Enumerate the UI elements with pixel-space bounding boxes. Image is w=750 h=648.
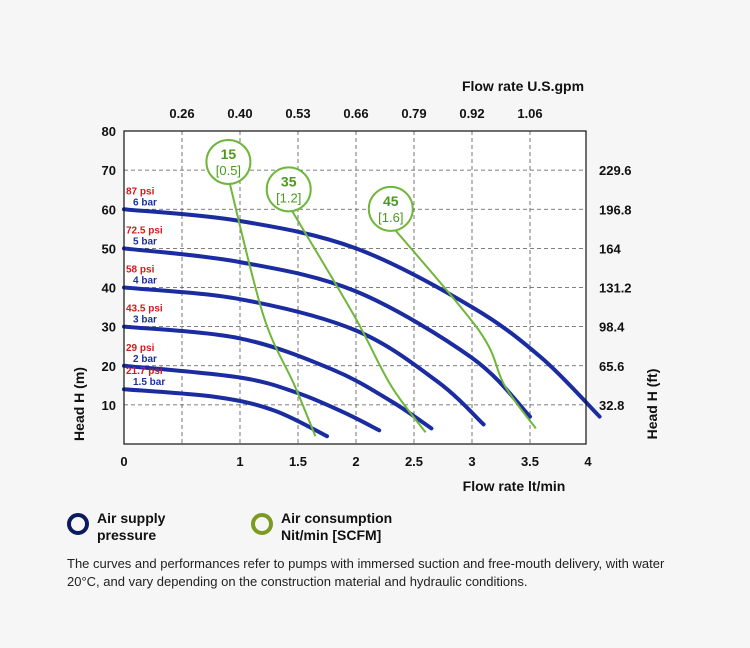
legend-air-line-1: Air consumption <box>281 510 393 526</box>
footnote: The curves and performances refer to pum… <box>67 556 665 589</box>
air-badge-value: 35 <box>281 173 297 189</box>
x-tick-label: 0 <box>120 454 127 469</box>
y-tick-label: 10 <box>102 398 116 413</box>
pressure-curve <box>122 207 602 419</box>
bar-label: 5 bar <box>133 236 157 247</box>
y-tick-label: 70 <box>102 163 116 178</box>
top-axis-title: Flow rate U.S.gpm <box>462 78 584 94</box>
pressure-curves <box>122 207 602 439</box>
psi-label: 87 psi <box>126 186 155 197</box>
pressure-curve <box>122 387 329 439</box>
x-tick-label: 1 <box>236 454 243 469</box>
psi-label: 29 psi <box>126 343 155 354</box>
psi-label: 43.5 psi <box>126 304 163 315</box>
left-axis-title: Head H (m) <box>71 367 87 441</box>
right-tick-label: 98.4 <box>599 320 625 335</box>
bar-label: 3 bar <box>133 315 157 326</box>
legend-pressure-line-2: pressure <box>97 527 157 543</box>
right-tick-label: 229.6 <box>599 163 632 178</box>
top-tick-label: 0.92 <box>459 106 484 121</box>
bottom-axis-title: Flow rate lt/min <box>463 478 566 494</box>
pressure-ring-icon <box>67 513 89 535</box>
legend-air: Air consumption Nit/min [SCFM] <box>251 510 392 544</box>
pressure-curve <box>122 324 434 431</box>
y-tick-label: 80 <box>102 124 116 139</box>
y-tick-label: 30 <box>102 320 116 335</box>
bar-label: 6 bar <box>133 197 157 208</box>
legend-pressure-line-1: Air supply <box>97 510 166 526</box>
top-tick-label: 0.26 <box>169 106 194 121</box>
x-tick-label: 1.5 <box>289 454 307 469</box>
pressure-curve <box>122 363 382 433</box>
x-tick-label: 3 <box>468 454 475 469</box>
air-consumption-curves <box>227 177 537 437</box>
right-axis-title: Head H (ft) <box>644 369 660 440</box>
right-tick-label: 131.2 <box>599 281 632 296</box>
air-ring-icon <box>251 513 273 535</box>
air-curve <box>227 177 317 437</box>
air-consumption-badges: 15[0.5] 35[1.2] 45[1.6] <box>205 138 414 232</box>
y-tick-label: 20 <box>102 359 116 374</box>
air-badge-circle <box>367 185 414 232</box>
right-tick-label: 32.8 <box>599 398 624 413</box>
bar-label: 1.5 bar <box>133 377 165 388</box>
top-tick-label: 0.40 <box>227 106 252 121</box>
right-tick-label: 65.6 <box>599 359 624 374</box>
pressure-curve <box>122 246 532 419</box>
air-badge-scfm: [1.2] <box>276 190 301 205</box>
right-tick-label: 196.8 <box>599 202 632 217</box>
psi-label: 21.7 psi <box>126 366 163 377</box>
legend-pressure: Air supply pressure <box>67 510 165 544</box>
x-tick-label: 4 <box>584 454 592 469</box>
air-badge-value: 15 <box>221 146 237 162</box>
x-tick-label: 2.5 <box>405 454 423 469</box>
legend-air-line-2: Nit/min [SCFM] <box>281 527 382 543</box>
x-tick-label: 2 <box>352 454 359 469</box>
air-curve <box>390 224 537 429</box>
right-tick-label: 164 <box>599 241 621 256</box>
air-badge-circle <box>205 138 252 185</box>
pressure-curve <box>122 285 486 427</box>
plot-frame <box>123 130 587 445</box>
air-badge-value: 45 <box>383 193 399 209</box>
x-tick-label: 3.5 <box>521 454 539 469</box>
y-tick-label: 60 <box>102 202 116 217</box>
air-badge-scfm: [0.5] <box>216 163 241 178</box>
air-curve <box>287 204 427 433</box>
bar-label: 2 bar <box>133 354 157 365</box>
air-badge-circle <box>265 166 312 213</box>
top-tick-label: 1.06 <box>517 106 542 121</box>
axis-ticks: 0 1 1.5 2 2.5 3 3.5 4 10 20 30 40 50 60 70 80 0.26 0.40 0.… <box>102 106 632 469</box>
top-tick-label: 0.66 <box>343 106 368 121</box>
top-tick-label: 0.53 <box>285 106 310 121</box>
y-tick-label: 50 <box>102 241 116 256</box>
y-tick-label: 40 <box>102 281 116 296</box>
psi-label: 58 psi <box>126 265 155 276</box>
bar-label: 4 bar <box>133 276 157 287</box>
psi-label: 72.5 psi <box>126 225 163 236</box>
top-tick-label: 0.79 <box>401 106 426 121</box>
air-badge-scfm: [1.6] <box>378 210 403 225</box>
